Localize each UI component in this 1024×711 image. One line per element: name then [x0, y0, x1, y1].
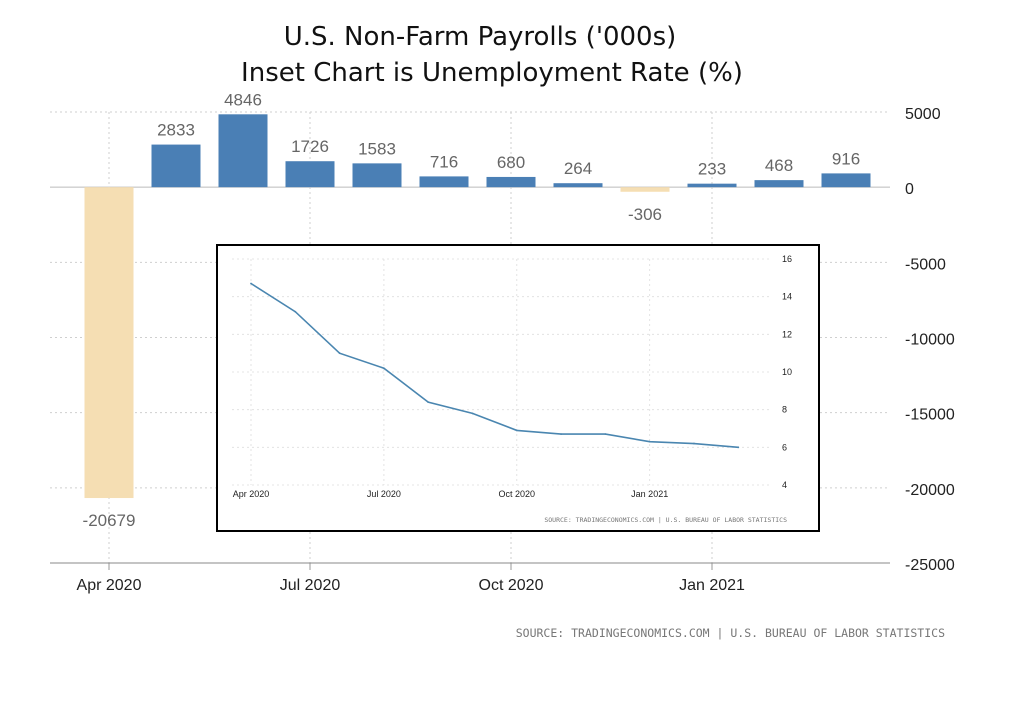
inset-y-tick-label: 14	[782, 292, 792, 302]
inset-point	[693, 442, 695, 445]
source-text: SOURCE: TRADINGECONOMICS.COM | U.S. BURE…	[516, 626, 945, 640]
bar	[620, 187, 670, 192]
inset-point	[737, 446, 740, 449]
inset-frame	[216, 244, 820, 532]
inset-point	[427, 401, 430, 404]
inset-x-tick-label: Oct 2020	[499, 489, 536, 499]
unemployment-points	[250, 282, 740, 449]
bar-label: 680	[497, 153, 525, 172]
inset-x-tick-label: Jan 2021	[631, 489, 668, 499]
bar	[821, 173, 871, 188]
bar-label: -20679	[83, 511, 136, 530]
inset-x-tick-label: Jul 2020	[367, 489, 401, 499]
x-tick-label: Jul 2020	[280, 577, 341, 594]
inset-point	[471, 412, 474, 415]
bar	[687, 183, 737, 188]
bar-label: 4846	[224, 90, 262, 109]
inset-point	[648, 440, 651, 443]
inset-point	[250, 282, 252, 285]
y-tick-label: 0	[905, 181, 914, 198]
bar-label: 468	[765, 156, 793, 175]
bar-label: 916	[832, 149, 860, 168]
bar	[486, 176, 536, 188]
inset-y-tick-label: 12	[782, 329, 792, 339]
inset-y-tick-label: 4	[782, 480, 787, 490]
bar	[84, 187, 134, 499]
inset-point	[383, 367, 385, 370]
bar-label: 1726	[291, 137, 329, 156]
bar	[754, 180, 804, 188]
unemployment-line	[250, 282, 739, 449]
inset-point	[515, 429, 518, 432]
inset-y-tick-label: 10	[782, 367, 792, 377]
chart-title: U.S. Non-Farm Payrolls ('000s)	[283, 22, 677, 52]
bar	[151, 144, 201, 188]
x-tick-label: Jan 2021	[679, 577, 745, 594]
y-tick-label: -10000	[905, 332, 955, 349]
bar-label: 716	[430, 152, 458, 171]
x-axis: Apr 2020 Jul 2020 Oct 2020 Jan 2021	[50, 562, 890, 594]
bar-label: 233	[698, 160, 726, 179]
bar-label: 2833	[157, 121, 195, 140]
bar-label: 1583	[358, 139, 396, 158]
inset-x-axis: Apr 2020 Jul 2020 Oct 2020 Jan 2021	[233, 489, 668, 499]
y-tick-label: 5000	[905, 106, 941, 123]
inset-y-axis: 16 14 12 10 8 6 4	[782, 254, 792, 490]
inset-point	[338, 352, 341, 355]
inset-point	[294, 310, 297, 313]
bar-label: -306	[628, 205, 662, 224]
bar	[553, 183, 603, 188]
bar	[419, 176, 469, 188]
y-tick-label: -15000	[905, 407, 955, 424]
bar	[218, 114, 268, 188]
inset-source-text: SOURCE: TRADINGECONOMICS.COM | U.S. BURE…	[544, 516, 787, 524]
inset-point	[604, 433, 607, 436]
y-tick-label: -25000	[905, 557, 955, 574]
inset-x-tick-label: Apr 2020	[233, 489, 270, 499]
inset-y-tick-label: 16	[782, 254, 792, 264]
bar	[285, 161, 335, 188]
y-tick-label: -5000	[905, 256, 946, 273]
y-tick-label: -20000	[905, 482, 955, 499]
y-axis: 5000 0 -5000 -10000 -15000 -20000 -25000	[905, 106, 955, 574]
bar	[352, 163, 402, 188]
bar-label: 264	[564, 159, 592, 178]
inset-chart: 16 14 12 10 8 6 4 Apr 2020 Jul 2020 Oct 2020 Jan …	[216, 244, 820, 532]
inset-y-tick-label: 6	[782, 442, 787, 452]
x-tick-label: Oct 2020	[479, 577, 544, 594]
inset-point	[560, 433, 562, 436]
inset-y-tick-label: 8	[782, 405, 787, 415]
chart-subtitle: Inset Chart is Unemployment Rate (%)	[241, 58, 743, 88]
x-tick-label: Apr 2020	[77, 577, 142, 594]
bars	[84, 114, 871, 499]
